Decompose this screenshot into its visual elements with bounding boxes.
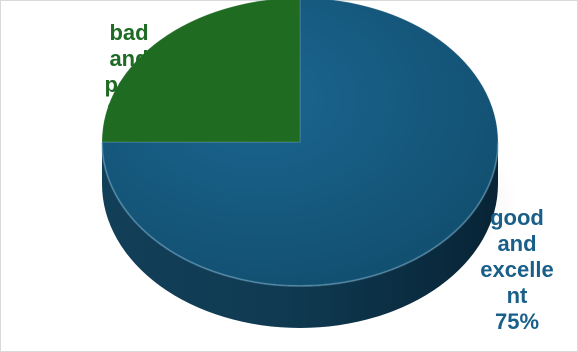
label-line: poor: [104, 72, 154, 97]
label-line: 75%: [494, 309, 540, 334]
pie-rim-highlight: [101, 141, 499, 287]
pie-slice-good-and-excellent: [101, 0, 499, 287]
label-line: and: [109, 46, 149, 71]
label-line: good: [490, 205, 544, 230]
label-line: nt: [506, 283, 528, 308]
slice-label-good-and-excellent: good and excelle nt 75%: [462, 205, 572, 335]
label-line: bad: [109, 20, 149, 45]
label-line: 25%: [106, 98, 152, 123]
label-line: excelle: [480, 257, 554, 282]
pie-side-wall: [102, 142, 498, 328]
slice-label-bad-and-poor: bad and poor 25%: [96, 20, 162, 124]
pie-slice-bad-and-poor: [101, 0, 301, 143]
label-line: and: [497, 231, 537, 256]
